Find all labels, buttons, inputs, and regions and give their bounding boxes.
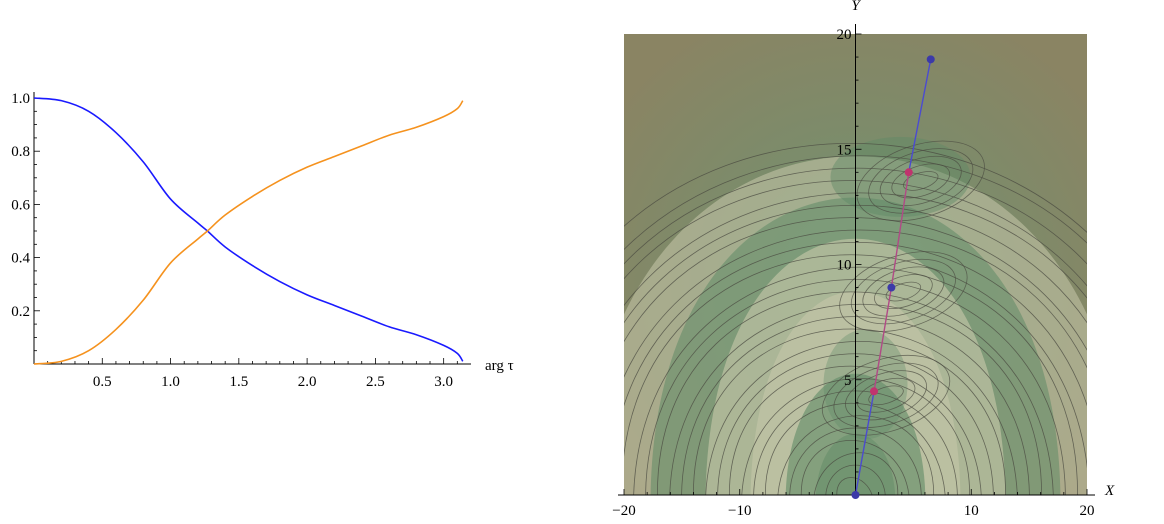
contour-ticks (623, 33, 1088, 495)
contour-loop (903, 171, 939, 191)
contour-line (633, 266, 1078, 495)
x-tick-label: −10 (728, 503, 751, 519)
line-chart-tick-labels: 0.5 1.0 1.5 2.0 2.5 3.0 0.2 0.4 0.6 0.8 1.0 (11, 91, 453, 390)
contour-line (669, 303, 1042, 495)
contour-chart: −20 −10 10 20 5 10 15 20 X Y (612, 0, 1115, 519)
line-chart-axes (33, 92, 471, 365)
x-tick-label: 3.0 (434, 374, 453, 390)
x-tick-label: 10 (964, 503, 979, 519)
contour-loop (891, 163, 951, 199)
contour-line (624, 192, 1087, 307)
y-tick-label: 0.6 (11, 197, 30, 213)
x-tick-label: 2.0 (298, 374, 317, 390)
x-tick-label: 1.0 (161, 374, 180, 390)
contour-loop (885, 281, 922, 302)
path-segment (873, 287, 893, 392)
series-line-1 (33, 97, 464, 362)
line-chart: 0.5 1.0 1.5 2.0 2.5 3.0 0.2 0.4 0.6 0.8 1.0 arg τ (11, 91, 513, 390)
x-axis-title: arg τ (485, 358, 514, 374)
contour-line (836, 477, 873, 495)
contour-line (624, 180, 1087, 287)
y-tick-label: 20 (837, 27, 852, 43)
x-axis-title: X (1104, 483, 1115, 499)
contour-loop (821, 355, 951, 436)
trajectory-path (851, 55, 935, 499)
x-tick-label: 20 (1080, 503, 1095, 519)
contour-line (624, 155, 1087, 251)
contour-loop (856, 140, 985, 222)
contour-line (814, 452, 898, 495)
y-axis-title: Y (851, 0, 861, 14)
path-segment (890, 172, 910, 288)
series-line-2 (33, 100, 464, 365)
contour-loop (856, 377, 916, 413)
y-tick-label: 10 (837, 258, 852, 274)
contour-line (765, 403, 946, 495)
contour-line (657, 291, 1054, 495)
y-tick-label: 0.2 (11, 304, 30, 320)
path-point (851, 491, 860, 499)
path-point (904, 168, 913, 177)
y-tick-label: 15 (837, 142, 852, 158)
contour-tick-labels: −20 −10 10 20 5 10 15 20 (612, 27, 1094, 519)
contour-line (624, 143, 1087, 234)
y-tick-label: 0.4 (11, 251, 30, 267)
path-point (887, 283, 896, 292)
contour-line (624, 217, 1087, 352)
contour-loop (862, 266, 945, 317)
path-point (926, 55, 935, 64)
contour-loop (839, 251, 968, 332)
contour-band (830, 136, 971, 217)
y-tick-label: 1.0 (11, 91, 30, 107)
line-chart-ticks (34, 97, 458, 364)
contour-loop (845, 370, 927, 421)
contour-loop (868, 385, 904, 406)
x-tick-label: 0.5 (93, 374, 112, 390)
path-point (870, 387, 879, 396)
contour-line (693, 328, 1018, 495)
x-tick-label: 2.5 (366, 374, 385, 390)
contour-loop (874, 274, 933, 309)
contour-line (705, 341, 1006, 495)
y-tick-label: 0.8 (11, 144, 30, 160)
contour-loop (879, 155, 962, 206)
contour-line (624, 229, 1087, 379)
line-chart-series (33, 97, 464, 365)
path-segment (854, 391, 875, 496)
y-tick-label: 5 (844, 373, 852, 389)
contour-loop (833, 362, 939, 428)
contour-lines (624, 140, 1087, 495)
x-tick-label: −20 (612, 503, 635, 519)
contour-line (624, 254, 1087, 470)
x-tick-label: 1.5 (229, 374, 248, 390)
contour-line (777, 415, 934, 495)
contour-line (801, 440, 910, 495)
path-segment (908, 59, 932, 173)
